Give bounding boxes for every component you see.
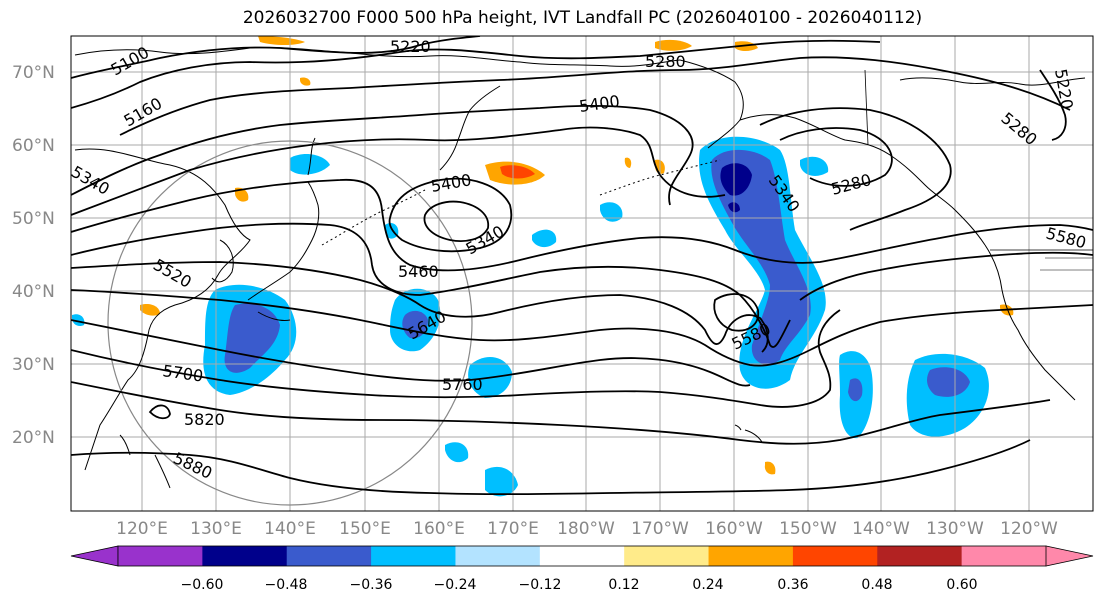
lat-label: 50°N — [12, 209, 55, 229]
colorbar-tick: −0.24 — [434, 577, 477, 593]
colorbar-segment — [118, 546, 203, 566]
colorbar-extend-max — [1045, 545, 1094, 567]
lat-label: 60°N — [12, 136, 55, 156]
lon-label: 140°E — [264, 519, 316, 539]
lon-label: 150°E — [339, 519, 391, 539]
colorbar-segment — [371, 546, 456, 566]
latitude-labels: 70°N 60°N 50°N 40°N 30°N 20°N — [12, 63, 55, 448]
colorbar-segment — [708, 546, 794, 566]
map-title: 2026032700 F000 500 hPa height, IVT Land… — [242, 8, 923, 28]
contour-label: 5820 — [184, 410, 225, 429]
lon-label: 120°E — [116, 519, 168, 539]
colorbar-tick: −0.36 — [350, 577, 393, 593]
ivt-negative-fill — [72, 136, 989, 497]
contour-label: 5460 — [398, 262, 439, 281]
colorbar-segment — [877, 546, 963, 566]
colorbar-segment — [455, 546, 541, 566]
lon-label: 140°W — [852, 519, 910, 539]
longitude-labels: 120°E 130°E 140°E 150°E 160°E 170°E 180°… — [116, 519, 1058, 539]
colorbar-extend-min — [70, 545, 119, 567]
lon-label: 160°E — [413, 519, 465, 539]
lat-label: 70°N — [12, 63, 55, 83]
lon-label: 170°E — [487, 519, 539, 539]
lon-label: 130°E — [190, 519, 242, 539]
lat-label: 40°N — [12, 282, 55, 302]
graticule — [71, 36, 1093, 511]
colorbar-tick: −0.12 — [519, 577, 562, 593]
lat-label: 30°N — [12, 355, 55, 375]
colorbar-tick: 0.36 — [777, 577, 808, 593]
contour-label: 5220 — [390, 37, 431, 56]
colorbar-segment — [961, 546, 1047, 566]
height-contours — [71, 36, 1093, 496]
lon-label: 120°W — [1000, 519, 1058, 539]
colorbar-tick: 0.12 — [608, 577, 639, 593]
contour-label: 5280 — [645, 52, 686, 71]
colorbar: −0.60 −0.48 −0.36 −0.24 −0.12 0.12 0.24 … — [70, 545, 1094, 593]
colorbar-tick: 0.60 — [946, 577, 977, 593]
colorbar-tick: 0.48 — [861, 577, 892, 593]
lon-label: 170°W — [631, 519, 689, 539]
map-border — [70, 35, 1094, 512]
colorbar-segment — [624, 546, 710, 566]
region-circle — [107, 140, 473, 506]
lon-label: 150°W — [779, 519, 837, 539]
lon-label: 160°W — [705, 519, 763, 539]
colorbar-segment — [202, 546, 288, 566]
colorbar-segment — [539, 546, 625, 566]
contour-label: 5760 — [442, 375, 483, 394]
colorbar-segment — [286, 546, 372, 566]
lat-label: 20°N — [12, 428, 55, 448]
colorbar-tick: 0.24 — [692, 577, 723, 593]
colorbar-tick: −0.60 — [181, 577, 224, 593]
lon-label: 180°W — [557, 519, 615, 539]
colorbar-segment — [792, 546, 878, 566]
colorbar-tick: −0.48 — [265, 577, 308, 593]
lon-label: 130°W — [926, 519, 984, 539]
